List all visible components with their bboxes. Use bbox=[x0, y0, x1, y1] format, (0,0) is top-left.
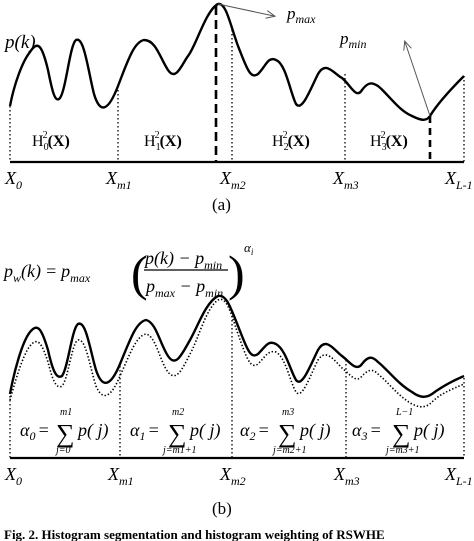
panel-b-caption: (b) bbox=[212, 499, 232, 518]
pmax-arrow bbox=[217, 3, 274, 16]
alpha-1-term: p( j) bbox=[188, 420, 221, 441]
segment-label-h1: H12(X) bbox=[144, 130, 182, 153]
segment-label-h0: H02(X) bbox=[32, 130, 70, 153]
weighting-formula: pw(k) = pmax ( ) p(k) − pmin pmax − pmin α… bbox=[2, 240, 254, 301]
x-tick-x0-a: X0 bbox=[4, 168, 22, 192]
x-tick-xm1-a: Xm1 bbox=[105, 168, 132, 192]
segment-dividers-b bbox=[9, 312, 465, 458]
alpha-2-lower: j=m2+1 bbox=[271, 445, 307, 456]
panel-a-caption: (a) bbox=[212, 195, 231, 214]
x-tick-x0-b: X0 bbox=[4, 464, 22, 488]
segment-label-h2: H22(X) bbox=[272, 130, 310, 153]
pmin-label: pmin bbox=[339, 29, 367, 51]
panel-b: pw(k) = pmax ( ) p(k) − pmin pmax − pmin α… bbox=[2, 240, 473, 518]
formula-exponent: αi bbox=[244, 240, 254, 257]
alpha-1-lhs: α1 = bbox=[130, 420, 160, 443]
weighted-histogram-curve bbox=[9, 298, 465, 408]
x-tick-xm2-a: Xm2 bbox=[219, 168, 246, 192]
alpha-1-upper: m2 bbox=[172, 407, 184, 418]
alpha-0-lower: j=0 bbox=[54, 445, 71, 456]
figure-caption: Fig. 2. Histogram segmentation and histo… bbox=[4, 527, 385, 541]
alpha-2-sigma: ∑ bbox=[278, 419, 297, 448]
x-tick-xm2-b: Xm2 bbox=[219, 464, 246, 488]
x-tick-xl-b: XL-1 bbox=[444, 464, 473, 488]
pmin-arrow bbox=[405, 42, 431, 117]
alpha-1-sigma: ∑ bbox=[168, 419, 187, 448]
alpha-3-term: p( j) bbox=[412, 420, 445, 441]
alpha-3-lhs: α3 = bbox=[352, 420, 382, 443]
alpha-3-lower: j=m3+1 bbox=[384, 445, 420, 456]
alpha-2-upper: m3 bbox=[282, 407, 294, 418]
alpha-2-lhs: α2 = bbox=[240, 420, 270, 443]
x-tick-xm1-b: Xm1 bbox=[107, 464, 134, 488]
alpha-1-lower: j=m1+1 bbox=[161, 445, 197, 456]
alpha-0-term: p( j) bbox=[76, 420, 109, 441]
alpha-0-upper: m1 bbox=[60, 407, 72, 418]
formula-denominator: pmax − pmin bbox=[144, 276, 223, 300]
x-tick-xm3-a: Xm3 bbox=[332, 168, 359, 192]
formula-numerator: p(k) − pmin bbox=[143, 248, 222, 272]
panel-a: p(k) pmax pmin H02(X) H12(X) H22(X) H32(… bbox=[3, 2, 473, 214]
y-axis-label: p(k) bbox=[3, 32, 36, 53]
formula-lhs: pw(k) = pmax bbox=[2, 261, 91, 285]
alpha-2-term: p( j) bbox=[298, 420, 331, 441]
alpha-0-sigma: ∑ bbox=[56, 419, 75, 448]
segment-dividers bbox=[9, 30, 465, 162]
formula-right-paren: ) bbox=[228, 245, 245, 301]
segment-label-h3: H32(X) bbox=[370, 130, 408, 153]
x-tick-xm3-b: Xm3 bbox=[333, 464, 360, 488]
alpha-formula-1: α1 = m2 ∑ j=m1+1 p( j) bbox=[130, 407, 221, 456]
x-tick-xl-a: XL-1 bbox=[444, 168, 473, 192]
alpha-3-upper: L−1 bbox=[395, 407, 413, 418]
alpha-3-sigma: ∑ bbox=[392, 419, 411, 448]
alpha-formula-0: α0 = m1 ∑ j=0 p( j) bbox=[20, 407, 109, 456]
histogram-curve bbox=[8, 2, 465, 121]
formula-left-paren: ( bbox=[131, 245, 148, 301]
pmax-label: pmax bbox=[286, 4, 316, 26]
alpha-0-lhs: α0 = bbox=[20, 420, 50, 443]
alpha-formula-2: α2 = m3 ∑ j=m2+1 p( j) bbox=[240, 407, 331, 456]
original-histogram-curve bbox=[8, 294, 465, 398]
alpha-formula-3: α3 = L−1 ∑ j=m3+1 p( j) bbox=[352, 407, 445, 456]
